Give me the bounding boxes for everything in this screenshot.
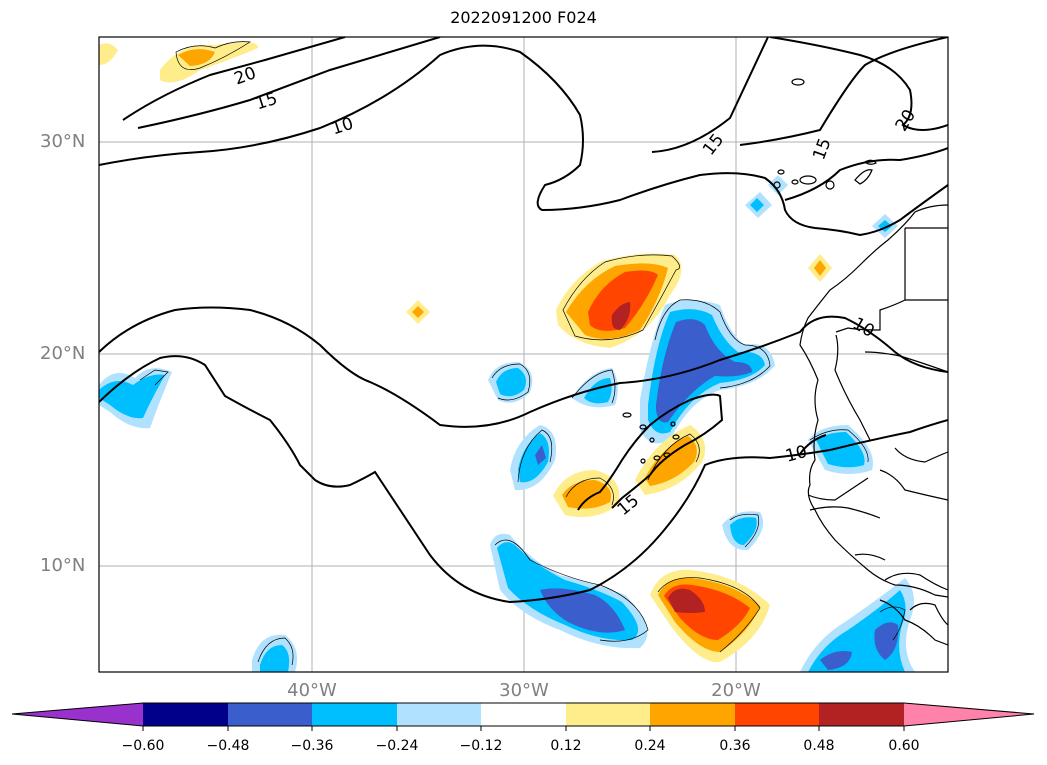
colorbar-bin <box>312 703 397 726</box>
warm-anomaly <box>588 270 658 331</box>
colorbar-min-extend <box>12 703 143 726</box>
lon-label-40w: 40°W <box>287 680 337 701</box>
colorbar-bin <box>735 703 819 726</box>
colorbar-tick-label: 0.24 <box>634 738 666 754</box>
warm-anomaly <box>645 436 697 486</box>
thin-contours <box>139 41 906 666</box>
lat-label-20n: 20°N <box>40 343 86 364</box>
map-area: 20 15 10 15 15 20 10 10 15 <box>99 37 948 672</box>
lat-label-10n: 10°N <box>40 555 86 576</box>
warm-anomaly <box>611 302 631 330</box>
map-title: 2022091200 F024 <box>450 8 597 27</box>
colorbar-bin <box>228 703 312 726</box>
warm-anomaly <box>99 43 118 65</box>
cold-anomaly <box>540 588 625 633</box>
cold-anomaly <box>584 378 612 404</box>
coastlines <box>799 204 948 646</box>
cold-anomaly <box>874 622 899 660</box>
cold-anomaly <box>768 175 788 195</box>
warm-anomaly <box>412 306 424 318</box>
colorbar-tick-label: 0.12 <box>550 738 582 754</box>
cold-anomaly <box>820 651 852 670</box>
colorbar-bin <box>397 703 481 726</box>
colorbar-bin <box>650 703 735 726</box>
colorbar-tick-label: 0.48 <box>803 738 835 754</box>
map-frame <box>98 36 949 673</box>
colorbar-tick-label: −0.48 <box>206 738 250 754</box>
colorbar <box>11 702 1035 731</box>
warm-anomaly <box>178 49 215 66</box>
colorbar-tick-label: 0.36 <box>719 738 751 754</box>
colorbar-tick-label: −0.24 <box>375 738 419 754</box>
lat-label-30n: 30°N <box>40 131 86 152</box>
shaded-anomalies <box>99 42 915 672</box>
colorbar-bin <box>819 703 904 726</box>
colorbar-tick-label: −0.36 <box>290 738 334 754</box>
lon-label-20w: 20°W <box>711 680 761 701</box>
cold-anomaly <box>99 374 165 419</box>
colorbar-tick-label: −0.60 <box>121 738 165 754</box>
cold-anomaly <box>260 645 290 672</box>
colorbar-bin <box>566 703 650 726</box>
colorbar-tick-label: −0.12 <box>459 738 503 754</box>
cold-anomaly <box>535 445 546 465</box>
cold-anomaly <box>730 517 757 545</box>
cold-anomaly <box>750 198 764 212</box>
warm-anomaly <box>562 480 611 509</box>
pressure-contours <box>99 37 948 604</box>
colorbar-bin <box>143 703 228 726</box>
warm-anomaly <box>668 588 705 613</box>
cold-anomaly <box>496 368 526 397</box>
lon-label-30w: 30°W <box>499 680 549 701</box>
cold-anomaly <box>816 432 865 468</box>
colorbar-tick-label: 0.60 <box>888 738 920 754</box>
warm-anomaly <box>814 260 826 276</box>
colorbar-bin <box>481 703 566 726</box>
cold-anomaly <box>518 433 549 483</box>
cold-anomaly <box>656 319 752 423</box>
colorbar-max-extend <box>904 703 1034 726</box>
islands <box>622 78 877 464</box>
